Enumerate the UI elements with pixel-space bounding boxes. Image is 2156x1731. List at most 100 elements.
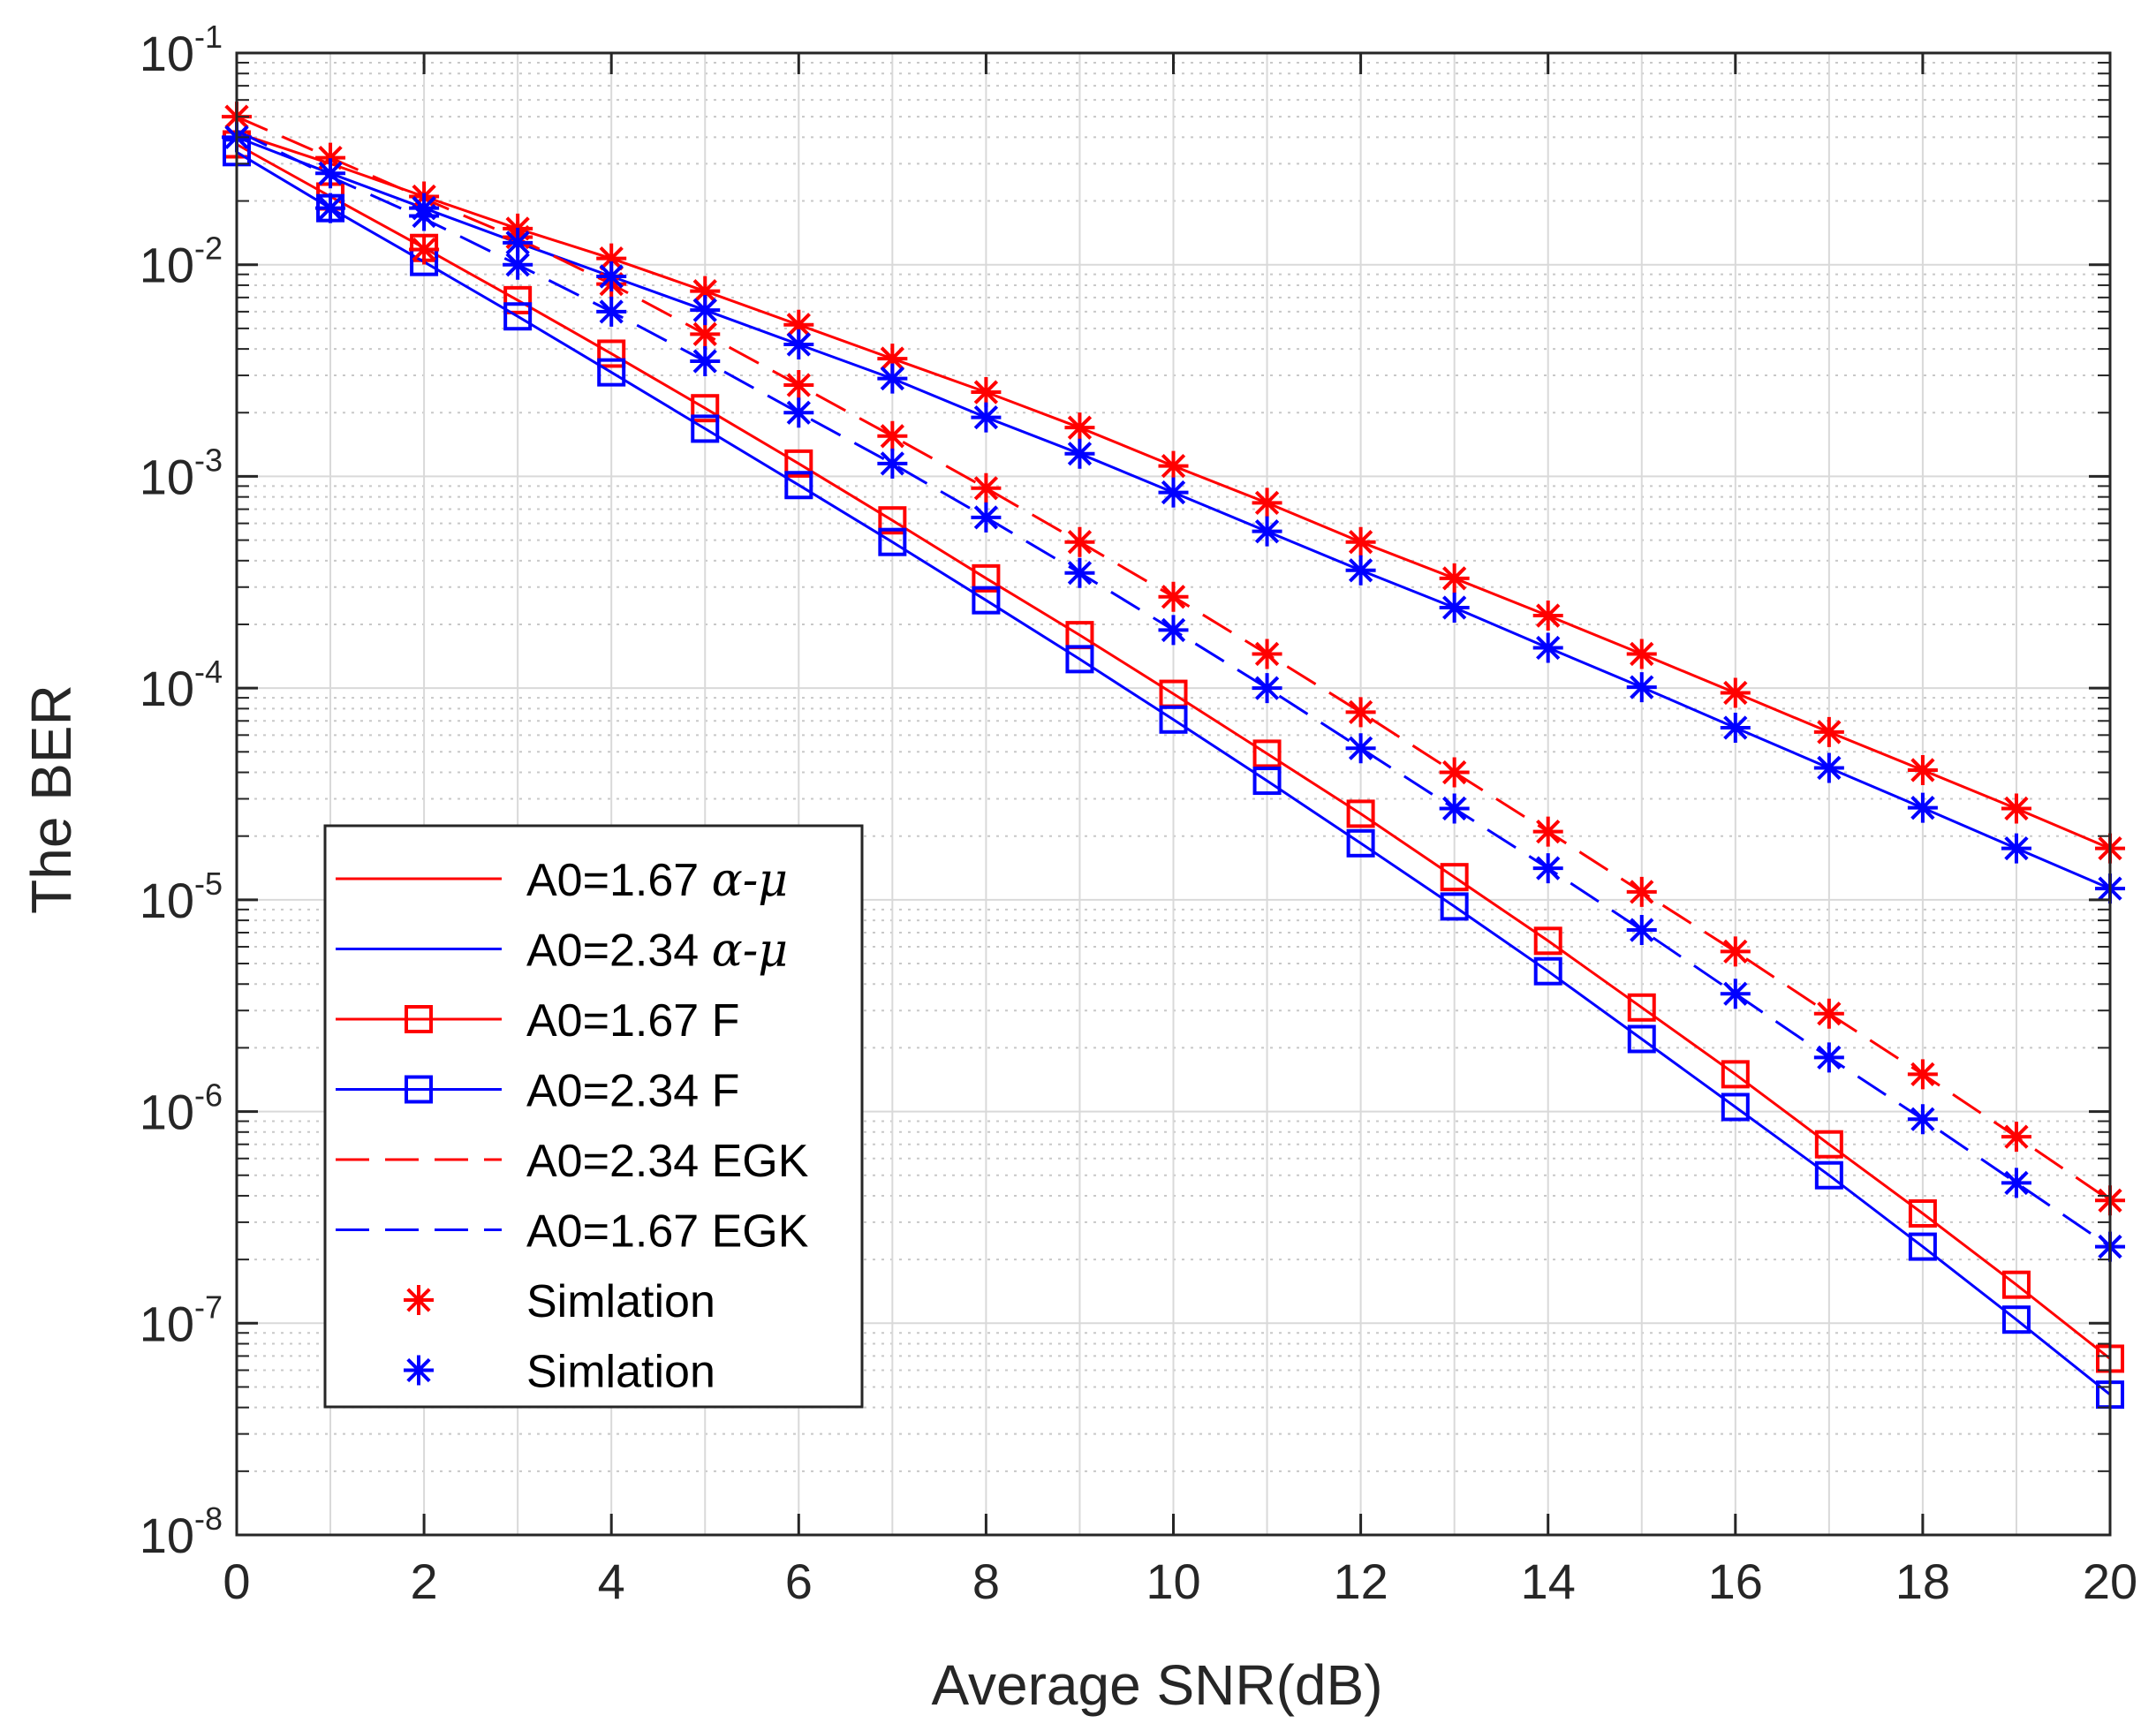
x-tick-label: 8 — [972, 1553, 1000, 1609]
data-point — [1439, 793, 1470, 824]
data-point — [1813, 998, 1844, 1029]
data-point — [503, 302, 533, 331]
data-point — [1626, 639, 1657, 669]
x-tick-label: 2 — [411, 1553, 438, 1609]
data-point — [1158, 477, 1189, 508]
legend-swatch-marker — [404, 1285, 434, 1315]
legend-item: A0=2.34 F — [336, 1066, 739, 1117]
data-point — [315, 193, 346, 223]
data-point — [503, 249, 533, 280]
data-point — [503, 285, 533, 314]
data-point — [503, 227, 533, 258]
data-point — [1907, 1104, 1938, 1135]
y-tick-label: 10-7 — [140, 1289, 223, 1351]
legend-label: Simlation — [526, 1276, 715, 1327]
legend-item: A0=1.67 F — [336, 995, 739, 1047]
data-point — [691, 394, 720, 423]
data-point — [1533, 926, 1562, 956]
data-point — [877, 420, 908, 451]
data-point — [1440, 892, 1469, 921]
x-tick-label: 14 — [1521, 1553, 1576, 1609]
data-point — [971, 377, 1002, 408]
legend-label: A0=2.34 α-μ — [526, 925, 788, 978]
data-point — [596, 243, 627, 274]
data-point — [1345, 526, 1376, 557]
x-tick-label: 0 — [223, 1553, 250, 1609]
x-tick-label: 6 — [785, 1553, 813, 1609]
data-point — [1908, 1232, 1937, 1261]
data-point — [783, 397, 814, 428]
data-point — [877, 363, 908, 394]
data-point — [1252, 739, 1282, 768]
legend-label: A0=1.67 F — [526, 995, 739, 1047]
data-point — [1440, 863, 1469, 892]
x-tick-label: 16 — [1708, 1553, 1763, 1609]
series-7 — [222, 122, 2125, 1262]
data-point — [1627, 993, 1656, 1022]
data-point — [1814, 1160, 1843, 1190]
legend: A0=1.67 α-μ A0=2.34 α-μ A0=1.67 F A0=2.34 F… — [323, 824, 864, 1409]
data-point — [1907, 1059, 1938, 1090]
data-point — [1907, 792, 1938, 823]
data-point — [1813, 716, 1844, 747]
data-point — [1158, 450, 1189, 481]
data-point — [783, 370, 814, 401]
data-point — [1064, 412, 1095, 443]
data-point — [1532, 853, 1563, 884]
data-point — [1908, 1198, 1937, 1228]
data-point — [691, 414, 720, 443]
y-tick-label: 10-3 — [140, 442, 223, 504]
data-point — [1814, 1130, 1843, 1159]
data-point — [2001, 793, 2031, 824]
data-point — [784, 471, 813, 500]
data-point — [877, 448, 908, 479]
axis-ticks — [235, 51, 2112, 1537]
data-point — [1346, 799, 1375, 828]
y-tick-label: 10-1 — [140, 19, 223, 81]
data-point — [1158, 581, 1189, 612]
data-point — [1252, 767, 1282, 796]
data-point — [2001, 1122, 2031, 1153]
legend-label: A0=2.34 F — [526, 1066, 739, 1117]
data-point — [784, 449, 813, 478]
data-point — [1626, 672, 1657, 703]
y-tick-label: 10-2 — [140, 231, 223, 293]
legend-box — [323, 824, 864, 1409]
data-point — [2001, 833, 2031, 864]
y-tick-label: 10-6 — [140, 1077, 223, 1140]
data-point — [1720, 712, 1751, 743]
tick-labels: 10-1 10-2 10-3 10-4 10-5 10-6 10-7 10-80 2 4 6 8 10 1… — [140, 19, 2137, 1609]
legend-label: Simlation — [526, 1347, 715, 1398]
data-point — [1813, 752, 1844, 783]
data-point — [597, 339, 626, 368]
data-point — [878, 527, 907, 556]
y-tick-label: 10-5 — [140, 866, 223, 928]
data-point — [1345, 555, 1376, 586]
data-point — [1252, 673, 1282, 704]
data-point — [1720, 979, 1751, 1009]
legend-swatch-marker — [404, 1355, 434, 1386]
data-point — [409, 234, 440, 265]
data-point — [597, 358, 626, 387]
data-point — [1720, 677, 1751, 708]
series-line — [236, 151, 2111, 1396]
data-point — [409, 200, 440, 231]
x-axis-label: Average SNR(dB) — [931, 1653, 1382, 1717]
y-tick-label: 10-8 — [140, 1500, 223, 1563]
legend-item: Simlation — [404, 1347, 715, 1398]
x-tick-label: 10 — [1146, 1553, 1200, 1609]
data-point — [596, 261, 627, 292]
data-point — [690, 319, 721, 350]
data-point — [1907, 754, 1938, 785]
legend-item: A0=1.67 α-μ — [336, 854, 788, 907]
legend-swatch-marker — [405, 1005, 433, 1033]
data-point — [1626, 915, 1657, 946]
x-tick-label: 4 — [598, 1553, 625, 1609]
legend-item: A0=1.67 EGK — [336, 1206, 809, 1258]
y-tick-label: 10-4 — [140, 654, 223, 716]
data-point — [1721, 1060, 1750, 1089]
data-point — [1532, 816, 1563, 847]
data-point — [1533, 956, 1562, 986]
data-point — [1532, 632, 1563, 663]
data-point — [1252, 516, 1282, 547]
